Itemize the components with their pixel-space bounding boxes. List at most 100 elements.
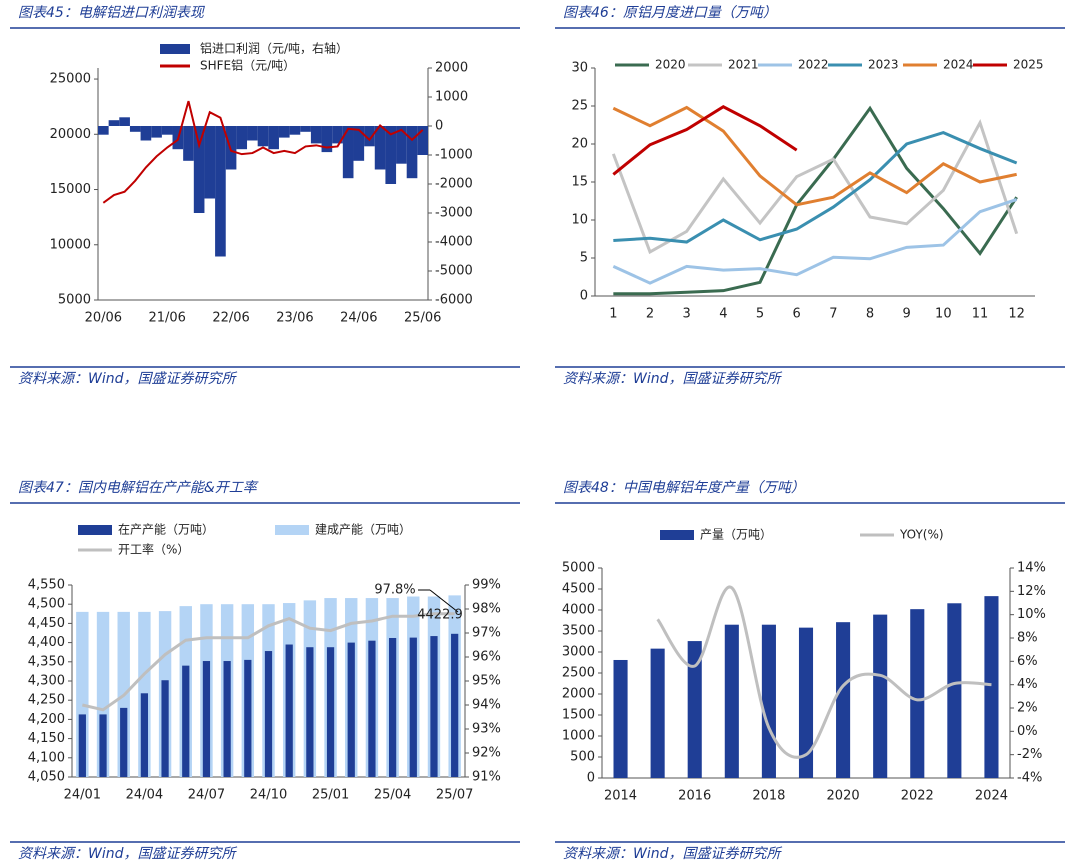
tick-label: 14%: [1017, 561, 1046, 576]
tick-label: 98%: [472, 602, 501, 617]
bar: [417, 126, 428, 155]
bar: [947, 603, 962, 778]
bar: [183, 126, 194, 161]
tick-label: -4000: [435, 235, 473, 250]
bar: [161, 126, 173, 135]
bar: [289, 126, 301, 135]
bar: [215, 126, 226, 257]
line: [613, 131, 1018, 244]
tick-label: 94%: [472, 698, 501, 713]
panel-title: 图表45：电解铝进口利润表现: [18, 5, 206, 21]
panel-title: 图表47：国内电解铝在产产能&开工率: [18, 480, 259, 496]
x-tick-label: 11: [972, 307, 989, 322]
tick-label: 4%: [1017, 677, 1038, 692]
x-tick-label: 24/04: [126, 788, 163, 803]
legend-label: 2021: [728, 58, 759, 72]
tick-label: 30: [571, 61, 588, 76]
x-tick-label: 9: [903, 307, 911, 322]
bar: [278, 126, 290, 138]
tick-label: -2000: [435, 177, 473, 192]
annotation-leader: [429, 589, 459, 613]
legend-label: 2025: [1013, 58, 1044, 72]
tick-label: 10000: [50, 237, 91, 252]
annotation: 4422.9: [417, 608, 463, 623]
tick-label: 12%: [1017, 584, 1046, 599]
bar: [342, 126, 354, 179]
x-tick-label: 2018: [752, 789, 785, 804]
bar: [306, 647, 314, 777]
panel-title: 图表48：中国电解铝年度产量（万吨）: [563, 480, 805, 496]
x-tick-label: 24/07: [188, 788, 225, 803]
legend-label: 在产产能（万吨）: [118, 523, 214, 537]
tick-label: 20000: [50, 127, 91, 142]
bar: [873, 614, 888, 778]
tick-label: 4500: [562, 582, 595, 597]
bar: [798, 627, 814, 778]
bar: [388, 637, 397, 777]
bar: [385, 126, 397, 184]
bar: [613, 659, 628, 778]
legend-label: YOY(%): [899, 528, 944, 542]
tick-label: 15000: [50, 182, 91, 197]
x-tick-label: 6: [793, 307, 801, 322]
tick-label: 0: [587, 771, 595, 786]
line: [82, 612, 455, 712]
x-tick-label: 22/06: [212, 311, 249, 326]
bar: [285, 644, 293, 777]
bar: [223, 661, 231, 777]
line: [612, 198, 1018, 285]
tick-label: 2000: [435, 61, 468, 76]
bar: [300, 126, 311, 132]
tick-label: -6000: [435, 293, 473, 308]
tick-label: 4,450: [28, 616, 65, 631]
tick-label: -1000: [435, 148, 473, 163]
bar: [374, 126, 386, 170]
x-tick-label: 4: [719, 307, 727, 322]
source: 资料来源：Wind，国盛证券研究所: [563, 846, 782, 862]
legend-swatch: [160, 44, 190, 54]
tick-label: -5000: [435, 264, 473, 279]
tick-label: 92%: [472, 746, 501, 761]
tick-label: -4%: [1017, 771, 1042, 786]
tick-label: 4,150: [28, 731, 65, 746]
tick-label: 2%: [1017, 701, 1038, 716]
tick-label: -3000: [435, 206, 473, 221]
source: 资料来源：Wind，国盛证券研究所: [18, 846, 237, 862]
x-tick-label: 24/10: [250, 788, 287, 803]
bar: [430, 636, 438, 777]
bar: [836, 622, 851, 778]
x-tick-label: 21/06: [148, 311, 185, 326]
bar: [326, 647, 335, 777]
bar: [984, 596, 999, 778]
legend-label: 2023: [868, 58, 899, 72]
tick-label: 0: [435, 119, 443, 134]
tick-label: 8%: [1017, 631, 1038, 646]
bar: [364, 126, 375, 147]
legend-label: 2022: [798, 58, 829, 72]
x-tick-label: 23/06: [276, 311, 313, 326]
bar: [268, 126, 279, 150]
tick-label: 1000: [562, 729, 595, 744]
tick-label: 2500: [562, 666, 595, 681]
x-tick-label: 2022: [901, 789, 934, 804]
tick-label: 5: [580, 251, 588, 266]
tick-label: -2%: [1017, 747, 1042, 762]
bar: [724, 624, 739, 778]
legend-label: 建成产能（万吨）: [315, 523, 411, 537]
x-tick-label: 2016: [678, 789, 711, 804]
bar: [409, 637, 417, 777]
annotation: 97.8%: [374, 583, 415, 598]
line: [656, 585, 992, 759]
tick-label: 96%: [472, 650, 501, 665]
bar: [761, 624, 776, 778]
line: [102, 100, 424, 204]
x-tick-label: 24/01: [64, 788, 101, 803]
source: 资料来源：Wind，国盛证券研究所: [563, 371, 782, 387]
tick-label: 5000: [562, 561, 595, 576]
x-tick-label: 2024: [975, 789, 1008, 804]
tick-label: 20: [571, 137, 588, 152]
tick-label: 25: [571, 99, 588, 114]
tick-label: 4,250: [28, 693, 65, 708]
legend-label: 铝进口利润（元/吨，右轴）: [200, 41, 348, 56]
